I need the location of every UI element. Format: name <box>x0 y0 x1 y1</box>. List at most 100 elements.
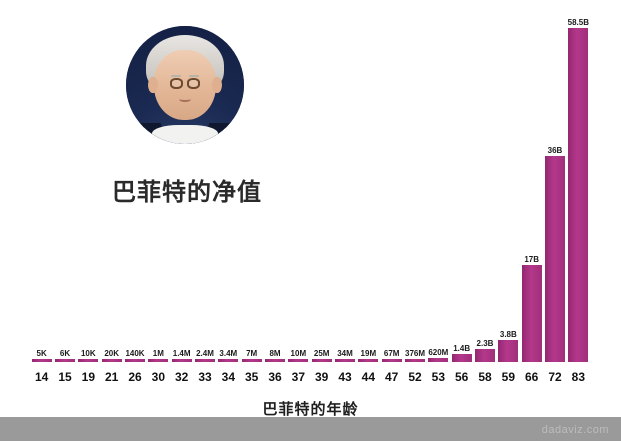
bar-value-label: 25M <box>313 348 330 358</box>
x-axis-tick-37: 37 <box>291 370 305 384</box>
bar <box>475 348 495 362</box>
x-axis-tick-47: 47 <box>384 370 399 384</box>
x-axis-tick-30: 30 <box>151 370 165 384</box>
bar-column: 20K <box>99 18 125 362</box>
portrait-face <box>154 49 216 121</box>
x-axis-tick-21: 21 <box>104 370 119 384</box>
bar <box>498 340 519 362</box>
bar-value-label: 36B <box>547 146 563 156</box>
bar-value-label: 376M <box>404 348 426 358</box>
portrait-eyebrow-left <box>171 75 181 78</box>
x-axis-tick-labels: 14 15 19 21 26 30 32 33 34 35 36 37 39 43 44 47 52 53 56 58… <box>30 370 590 390</box>
bar-value-label: 17B <box>524 254 539 264</box>
bar <box>288 358 309 362</box>
x-axis-tick-56: 56 <box>454 370 469 384</box>
bar-column: 8M <box>262 18 288 362</box>
watermark: dadaviz.com <box>541 424 609 436</box>
bar <box>521 264 542 362</box>
bar-column: 1M <box>145 18 171 362</box>
bar-column: 25M <box>309 18 335 362</box>
bar-value-label: 140K <box>125 348 145 358</box>
portrait-glasses <box>169 77 201 89</box>
bar-column: 67M <box>379 18 405 362</box>
x-axis-tick-52: 52 <box>408 370 422 384</box>
bar-value-label: 10M <box>290 348 307 358</box>
bar <box>218 358 239 362</box>
x-axis-tick-43: 43 <box>338 370 352 384</box>
bar <box>31 358 52 362</box>
chart-title: 巴菲特的净值 <box>112 179 262 206</box>
bar <box>405 358 425 362</box>
bar-column: 376M <box>402 18 428 362</box>
bar-column: 2.3B <box>472 18 498 362</box>
x-axis-tick-36: 36 <box>268 370 282 384</box>
bar-column: 58.5B <box>565 18 591 362</box>
bar <box>171 358 192 362</box>
x-axis-tick-26: 26 <box>128 370 142 384</box>
bar-column: 1.4M <box>169 18 195 362</box>
portrait-lens-left <box>169 77 184 89</box>
bar-column: 10K <box>75 18 101 362</box>
bar <box>545 156 565 362</box>
x-axis-tick-58: 58 <box>478 370 492 384</box>
bar <box>335 358 355 362</box>
bar-value-label: 2.4M <box>196 348 214 358</box>
portrait-eyebrow-right <box>189 75 199 78</box>
bar-column: 3.8B <box>495 18 521 362</box>
bar <box>428 358 449 362</box>
bar-column: 620M <box>425 18 451 362</box>
bar-value-label: 10K <box>80 348 96 358</box>
bar <box>568 28 589 362</box>
x-axis-tick-44: 44 <box>361 370 375 384</box>
bar-column: 140K <box>122 18 148 362</box>
portrait-ear-left <box>148 76 158 94</box>
bar <box>125 358 145 362</box>
x-axis-tick-15: 15 <box>58 370 72 384</box>
bar-value-label: 1.4M <box>172 348 191 358</box>
bar-value-label: 34M <box>337 348 353 358</box>
x-axis-tick-32: 32 <box>174 370 189 384</box>
bar-value-label: 3.8B <box>499 330 517 340</box>
bar-column: 19M <box>355 18 381 362</box>
x-axis-tick-35: 35 <box>244 370 259 384</box>
bar-column: 5K <box>29 18 55 362</box>
bar <box>358 358 379 362</box>
bar-column: 3.4M <box>215 18 241 362</box>
bar-column: 34M <box>332 18 358 362</box>
bar-column: 10M <box>285 18 311 362</box>
x-axis-tick-19: 19 <box>81 370 95 384</box>
footer-band <box>0 417 621 441</box>
bar-column: 7M <box>239 18 265 362</box>
bar-value-label: 2.3B <box>476 338 494 348</box>
x-axis-tick-83: 83 <box>571 370 585 384</box>
bar <box>451 354 472 362</box>
plot-area: 5K 6K 10K 20K 140K 1M 1.4M 2.4M 3.4M 7M 8M 10M 25M 34… <box>30 18 590 362</box>
bar-value-label: 19M <box>360 348 377 358</box>
x-axis-tick-33: 33 <box>198 370 212 384</box>
bar-value-label: 8M <box>269 348 281 358</box>
bar <box>381 358 402 362</box>
x-axis-tick-53: 53 <box>431 370 445 384</box>
bar-column: 17B <box>519 18 545 362</box>
bar-value-label: 3.4M <box>219 348 238 358</box>
portrait-ear-right <box>212 76 222 94</box>
bar-value-label: 58.5B <box>567 18 590 27</box>
bar <box>55 358 75 362</box>
x-axis-tick-59: 59 <box>501 370 515 384</box>
bar <box>265 358 285 362</box>
bar <box>148 358 169 362</box>
bar <box>311 358 332 362</box>
x-axis-tick-66: 66 <box>524 370 539 384</box>
bar-value-label: 67M <box>383 348 400 358</box>
x-axis-title: 巴菲特的年龄 <box>262 401 359 418</box>
portrait-mouth <box>178 96 192 102</box>
x-axis-tick-14: 14 <box>34 370 49 384</box>
x-axis-tick-39: 39 <box>314 370 329 384</box>
bar-value-label: 6K <box>59 348 71 358</box>
bar-column: 1.4B <box>449 18 475 362</box>
portrait-lens-right <box>186 77 201 89</box>
portrait-shirt <box>151 125 219 144</box>
x-axis-tick-72: 72 <box>548 370 562 384</box>
bar <box>78 358 99 362</box>
